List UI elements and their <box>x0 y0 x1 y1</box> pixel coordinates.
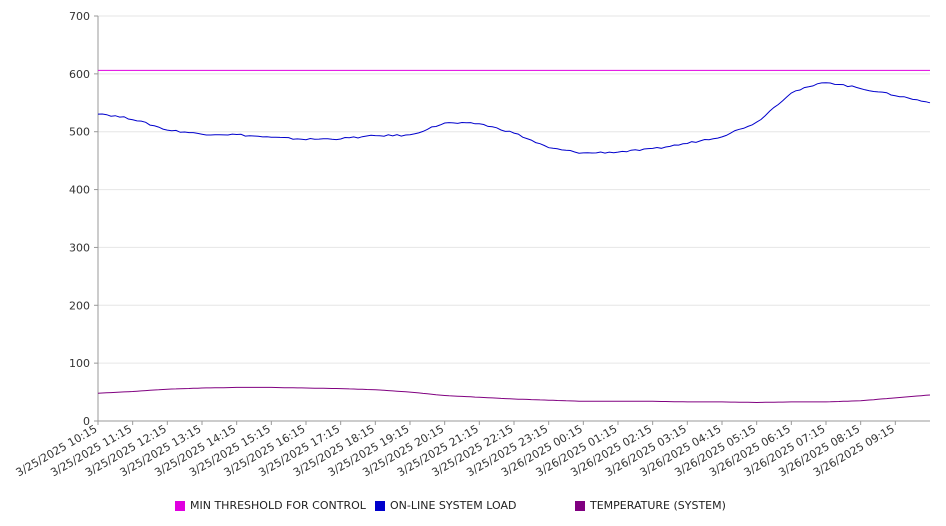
legend: MIN THRESHOLD FOR CONTROL ON-LINE SYSTEM… <box>175 499 935 515</box>
series-line-1 <box>97 82 931 154</box>
legend-swatch-temperature <box>575 500 585 511</box>
y-tick-label: 100 <box>69 357 90 370</box>
y-tick-label: 300 <box>69 241 90 254</box>
y-tick-label: 600 <box>69 68 90 81</box>
axes <box>97 16 930 422</box>
series-lines <box>97 69 931 404</box>
legend-label-system-load: ON-LINE SYSTEM LOAD <box>390 499 517 512</box>
grid-lines <box>98 15 930 364</box>
y-tick-label: 700 <box>69 10 90 23</box>
x-axis-ticks: 3/25/2025 10:153/25/2025 11:153/25/2025 … <box>14 421 897 479</box>
legend-item-system-load[interactable]: ON-LINE SYSTEM LOAD <box>375 499 516 512</box>
legend-swatch-system-load <box>375 500 385 511</box>
legend-label-temperature: TEMPERATURE (SYSTEM) <box>590 499 726 512</box>
series-line-2 <box>97 386 931 404</box>
y-tick-label: 400 <box>69 184 90 197</box>
y-axis-ticks: 0 100 200 300 400 500 600 700 <box>69 10 98 428</box>
y-tick-label: 200 <box>69 299 90 312</box>
legend-swatch-min-threshold <box>175 500 185 511</box>
y-tick-label: 0 <box>83 415 90 428</box>
legend-item-min-threshold[interactable]: MIN THRESHOLD FOR CONTROL <box>175 499 366 512</box>
legend-label-min-threshold: MIN THRESHOLD FOR CONTROL <box>190 499 366 512</box>
y-tick-label: 500 <box>69 126 90 139</box>
legend-item-temperature[interactable]: TEMPERATURE (SYSTEM) <box>575 499 726 512</box>
